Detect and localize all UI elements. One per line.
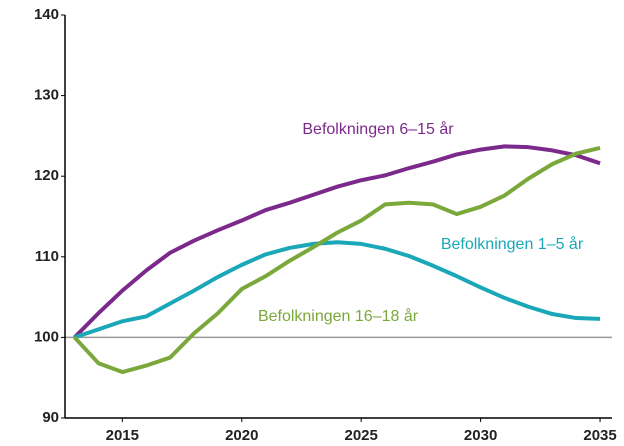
series-line [73, 144, 601, 339]
x-tick-label: 2015 [106, 427, 139, 444]
y-tick-label: 120 [34, 167, 59, 184]
x-tick-label: 2025 [345, 427, 378, 444]
y-tick-label: 130 [34, 87, 59, 104]
series-line [73, 240, 601, 340]
series-annotation: Befolkningen 6–15 år [302, 120, 454, 138]
series-annotation: Befolkningen 16–18 år [258, 307, 419, 325]
x-tick-label: 2030 [464, 427, 497, 444]
y-tick-label: 110 [35, 248, 59, 265]
series-line [73, 146, 601, 375]
series-annotation: Befolkningen 1–5 år [441, 235, 584, 253]
x-tick-label: 2035 [583, 427, 616, 444]
x-tick-label: 2020 [225, 427, 258, 444]
y-tick-label: 140 [34, 6, 59, 23]
y-tick-label: 90 [42, 409, 59, 426]
y-tick-label: 100 [34, 328, 59, 345]
